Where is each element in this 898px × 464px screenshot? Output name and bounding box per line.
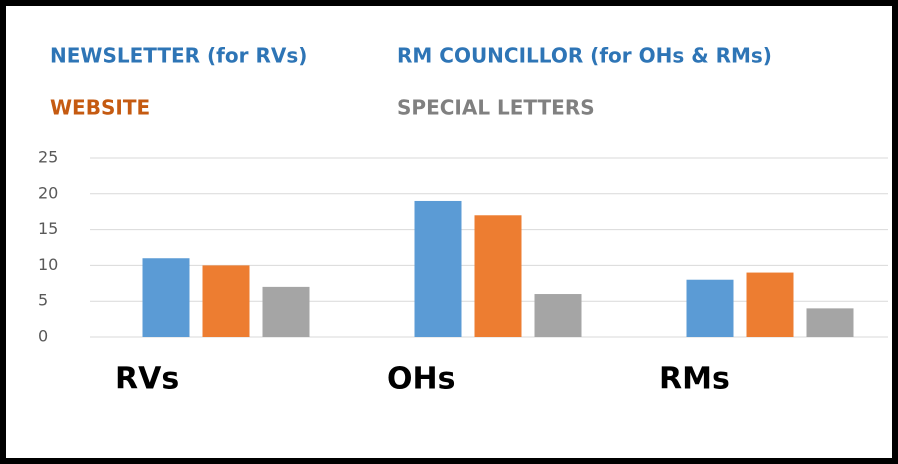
legend-label: RM COUNCILLOR (for OHs & RMs) <box>397 44 772 68</box>
bar <box>746 272 794 337</box>
bar <box>142 258 190 337</box>
y-tick-label: 5 <box>38 291 48 310</box>
bar <box>262 286 310 337</box>
bar <box>474 215 522 337</box>
legend-label: SPECIAL LETTERS <box>397 96 595 120</box>
y-tick-label: 0 <box>38 327 48 346</box>
bar <box>202 265 250 337</box>
x-tick-label: RMs <box>659 362 730 397</box>
y-tick-label: 10 <box>38 255 58 274</box>
bar <box>414 200 462 337</box>
legend-label: WEBSITE <box>50 96 150 120</box>
y-tick-label: 15 <box>38 219 58 238</box>
y-tick-label: 25 <box>38 148 58 167</box>
bar <box>806 308 854 337</box>
x-tick-label: OHs <box>387 362 455 397</box>
bar <box>534 294 582 337</box>
y-tick-label: 20 <box>38 183 58 202</box>
x-tick-label: RVs <box>115 362 179 397</box>
bar <box>686 279 734 337</box>
legend-label: NEWSLETTER (for RVs) <box>50 44 307 68</box>
